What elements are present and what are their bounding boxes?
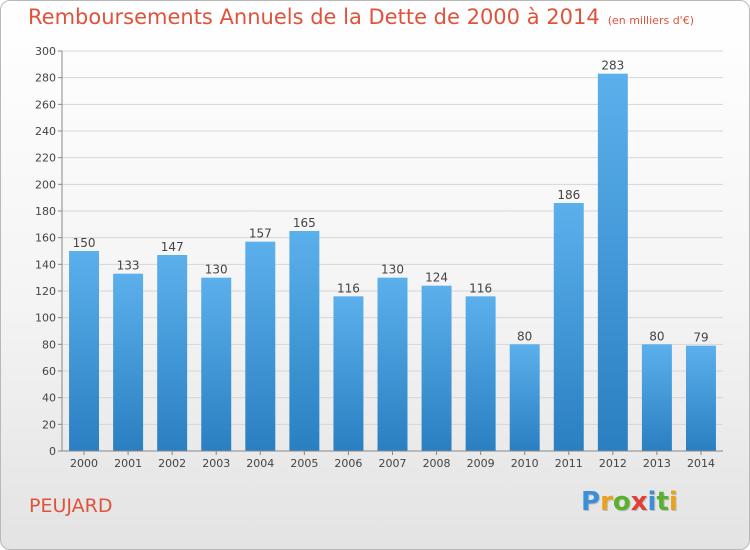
bars: 150 133 147 130 157 165 116 130 124 116 80 186 283 80…: [69, 59, 716, 452]
y-tick-label: 120: [35, 285, 56, 298]
bar-value-label: 116: [469, 281, 492, 295]
logo-letter: r: [600, 487, 613, 517]
x-tick-label: 2001: [114, 457, 142, 470]
bar-2014: [685, 345, 716, 451]
y-tick-label: 20: [42, 418, 56, 431]
bar-2009: [465, 296, 496, 451]
logo-letter: o: [612, 487, 631, 517]
bar-value-label: 147: [161, 240, 184, 254]
x-tick-label: 2013: [643, 457, 671, 470]
bar-2012: [597, 73, 628, 452]
logo-letter: i: [668, 487, 678, 517]
x-tick-label: 2007: [379, 457, 407, 470]
y-tick-label: 160: [35, 232, 56, 245]
x-tick-label: 2005: [290, 457, 318, 470]
bar-2013: [641, 344, 672, 451]
x-tick-label: 2012: [599, 457, 627, 470]
x-tick-label: 2003: [202, 457, 230, 470]
bar-value-label: 79: [693, 331, 708, 345]
bar-2011: [553, 203, 584, 451]
bar-value-label: 150: [73, 236, 96, 250]
bar-2006: [333, 296, 364, 451]
x-tick-label: 2000: [70, 457, 98, 470]
bar-2000: [69, 251, 100, 451]
x-tick-label: 2011: [555, 457, 583, 470]
bar-value-label: 116: [337, 281, 360, 295]
y-tick-label: 200: [35, 178, 56, 191]
y-tick-label: 40: [42, 392, 56, 405]
bar-value-label: 133: [117, 259, 140, 273]
bar-value-label: 283: [601, 59, 624, 73]
bar-2010: [509, 344, 540, 451]
bar-value-label: 165: [293, 216, 316, 230]
bar-2005: [289, 231, 320, 451]
city-name: PEUJARD: [29, 495, 113, 517]
bar-value-label: 186: [557, 188, 580, 202]
proxiti-logo: Proxiti: [581, 487, 678, 517]
y-tick-label: 240: [35, 125, 56, 138]
bar-2001: [113, 273, 144, 451]
chart-unit-note: (en milliers d'€): [607, 14, 694, 27]
x-tick-label: 2009: [467, 457, 495, 470]
chart-title: Remboursements Annuels de la Dette de 20…: [28, 5, 694, 29]
x-tick-label: 2014: [687, 457, 715, 470]
y-tick-label: 180: [35, 205, 56, 218]
logo-letter: i: [647, 487, 657, 517]
bar-value-label: 124: [425, 271, 448, 285]
x-tick-label: 2010: [511, 457, 539, 470]
y-tick-label: 60: [42, 365, 56, 378]
y-tick-label: 260: [35, 98, 56, 111]
x-tick-label: 2004: [246, 457, 274, 470]
logo-letter: P: [581, 487, 601, 517]
bar-2004: [245, 241, 276, 451]
bar-value-label: 157: [249, 227, 272, 241]
bar-value-label: 130: [381, 263, 404, 277]
y-tick-label: 100: [35, 312, 56, 325]
bar-value-label: 80: [649, 329, 664, 343]
bar-value-label: 130: [205, 263, 228, 277]
x-tick-label: 2008: [423, 457, 451, 470]
y-tick-label: 300: [35, 45, 56, 58]
y-tick-label: 0: [49, 445, 56, 458]
y-tick-label: 280: [35, 72, 56, 85]
bar-2008: [421, 285, 452, 451]
logo-letter: t: [656, 487, 669, 517]
y-tick-label: 140: [35, 258, 56, 271]
x-tick-label: 2006: [334, 457, 362, 470]
chart-title-text: Remboursements Annuels de la Dette de 20…: [28, 5, 600, 29]
bar-2002: [157, 255, 188, 451]
axes: 0 20 40 60 80 100 120 140 160 180 200 220 240 260 280 3…: [35, 45, 723, 470]
y-tick-label: 220: [35, 152, 56, 165]
logo-letter: x: [630, 487, 648, 517]
bar-2003: [201, 277, 232, 451]
y-tick-label: 80: [42, 338, 56, 351]
bar-2007: [377, 277, 408, 451]
bar-value-label: 80: [517, 329, 532, 343]
x-tick-label: 2002: [158, 457, 186, 470]
